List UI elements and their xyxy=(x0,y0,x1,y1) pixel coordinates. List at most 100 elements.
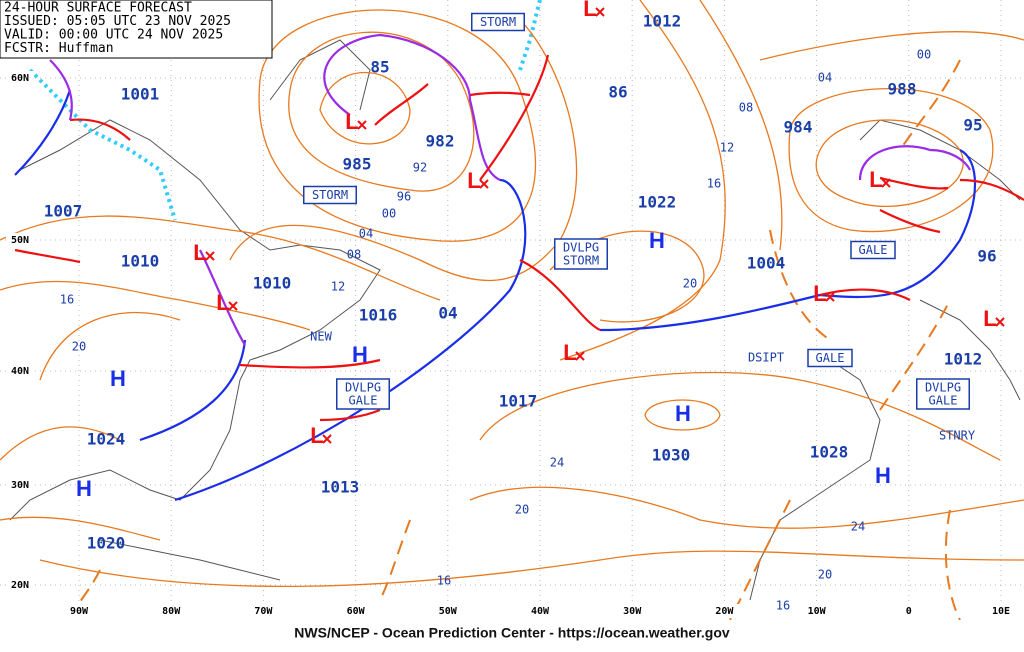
lon-label-box xyxy=(800,604,833,618)
header-line: 24-HOUR SURFACE FORECAST xyxy=(4,1,192,16)
lon-label-box xyxy=(339,604,372,618)
lon-label: 50W xyxy=(439,606,458,617)
warning-text: STORM xyxy=(563,254,599,268)
header-line: FCSTR: Huffman xyxy=(4,41,114,56)
lat-label-box xyxy=(6,364,34,378)
lon-label: 20W xyxy=(715,606,734,617)
footer-band xyxy=(0,620,1024,652)
warning-text: GALE xyxy=(349,394,378,408)
warning-box xyxy=(471,12,525,32)
warning-text: GALE xyxy=(816,351,845,365)
warning-text: STORM xyxy=(312,188,348,202)
lon-label-box xyxy=(247,604,280,618)
isobar-label: 16 xyxy=(707,177,721,191)
central-pressure: 1024 xyxy=(87,430,126,449)
lon-label-box xyxy=(616,604,649,618)
isobar-label: 04 xyxy=(359,227,373,241)
header-line: VALID: 00:00 UTC 24 NOV 2025 xyxy=(4,28,223,43)
fronts xyxy=(14,33,1024,502)
high-center: H xyxy=(76,476,92,501)
isobar-label: 24 xyxy=(851,520,865,534)
isobar-label: 12 xyxy=(720,141,734,155)
isobar-label: 24 xyxy=(550,456,564,470)
central-pressure: 1007 xyxy=(44,202,83,221)
low-x xyxy=(595,7,605,17)
central-pressure: 1028 xyxy=(810,443,849,462)
warning-text: DVLPG xyxy=(563,241,599,255)
header-box xyxy=(0,0,273,59)
isobar-label: 16 xyxy=(437,574,451,588)
lat-label: 50N xyxy=(11,235,29,246)
high-center: H xyxy=(352,342,368,367)
low-center: L xyxy=(813,281,826,306)
lat-label-box xyxy=(6,578,34,592)
low-center: L xyxy=(310,423,323,448)
lon-label: 60W xyxy=(347,606,366,617)
warning-box xyxy=(850,240,896,260)
isobar-label: 20 xyxy=(818,568,832,582)
isobar-label: 92 xyxy=(413,161,427,175)
graticule xyxy=(0,0,1024,620)
lat-label-box xyxy=(6,71,34,85)
troughs xyxy=(74,59,961,621)
lon-label: 80W xyxy=(162,606,181,617)
lon-label: 90W xyxy=(70,606,89,617)
warning-text: STORM xyxy=(480,15,516,29)
warning-text: GALE xyxy=(929,394,958,408)
high-center: H xyxy=(875,463,891,488)
low-x xyxy=(357,120,367,130)
low-center: L xyxy=(583,0,596,21)
isobar-label: 00 xyxy=(917,48,931,62)
warning-box xyxy=(303,185,357,205)
map-background xyxy=(0,0,1024,620)
lat-label: 60N xyxy=(11,73,29,84)
low-x xyxy=(205,251,215,261)
low-x xyxy=(322,434,332,444)
isobar-label: 08 xyxy=(347,248,361,262)
lon-label: 10W xyxy=(808,606,827,617)
central-pressure: 1012 xyxy=(944,350,983,369)
low-x xyxy=(575,351,585,361)
lon-label-box xyxy=(892,604,925,618)
central-pressure: 86 xyxy=(608,83,627,102)
warning-box xyxy=(336,378,390,410)
low-x xyxy=(825,292,835,302)
header-line: ISSUED: 05:05 UTC 23 NOV 2025 xyxy=(4,14,231,29)
central-pressure: 1022 xyxy=(638,193,677,212)
low-center: L xyxy=(193,240,206,265)
isobar-label: 16 xyxy=(776,599,790,613)
high-center: H xyxy=(110,366,126,391)
warning-text: GALE xyxy=(859,243,888,257)
lon-label: 40W xyxy=(531,606,550,617)
central-pressure: 1016 xyxy=(359,306,398,325)
isobar-label: 20 xyxy=(515,503,529,517)
low-x xyxy=(228,301,238,311)
low-x xyxy=(479,179,489,189)
low-center: L xyxy=(216,290,229,315)
lon-label-box xyxy=(985,604,1017,618)
central-pressure: 1017 xyxy=(499,392,538,411)
footer: NWS/NCEP - Ocean Prediction Center - htt… xyxy=(294,625,730,641)
lat-label: 30N xyxy=(11,480,29,491)
low-center: L xyxy=(869,167,882,192)
central-pressure: 1020 xyxy=(87,534,126,553)
isobar-label: 20 xyxy=(72,340,86,354)
lat-label-box xyxy=(6,233,34,247)
warning-text: DVLPG xyxy=(345,381,381,395)
isobar-label: 96 xyxy=(397,190,411,204)
central-pressure: 985 xyxy=(343,155,372,174)
warning-box xyxy=(916,378,970,410)
central-pressure: 96 xyxy=(977,247,996,266)
central-pressure: 85 xyxy=(370,58,389,77)
lon-label-box xyxy=(155,604,188,618)
low-center: L xyxy=(345,109,358,134)
low-center: L xyxy=(983,306,996,331)
label-layer: 1001 85 982 985 1007 1010 1010 1016 04 1012 86 1022… xyxy=(6,0,1017,618)
status-note: STNRY xyxy=(939,429,976,443)
low-x xyxy=(995,317,1005,327)
lon-label-box xyxy=(524,604,556,618)
lon-label: 0 xyxy=(906,606,912,617)
central-pressure: 984 xyxy=(784,118,813,137)
central-pressure: 1001 xyxy=(121,85,160,104)
isobar-label: 20 xyxy=(683,277,697,291)
